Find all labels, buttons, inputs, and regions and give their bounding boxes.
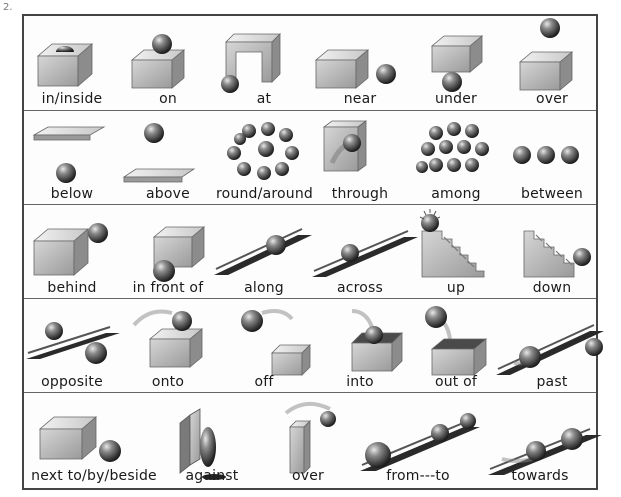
preposition-card-round-around: round/around [216, 111, 313, 205]
preposition-label: between [521, 186, 583, 202]
preposition-card-down: down [504, 205, 600, 299]
preposition-card-over: over [504, 16, 600, 110]
preposition-card-among: among [408, 111, 504, 205]
ball-towards-track-icon [488, 428, 602, 475]
ball-past-track-icon [496, 324, 604, 375]
preposition-card-along: along [214, 205, 312, 299]
preposition-card-at: at [216, 16, 312, 110]
preposition-label: among [431, 186, 481, 202]
ball-near-box-icon [314, 49, 396, 89]
ball-up-stairs-icon [419, 209, 485, 278]
ball-onto-box-icon [132, 309, 204, 368]
preposition-card-above: above [120, 111, 216, 205]
preposition-card-under: under [408, 16, 504, 110]
preposition-label: along [244, 280, 284, 296]
preposition-label: over [535, 91, 569, 107]
ball-from-to-track-icon [360, 413, 480, 471]
preposition-label: at [256, 91, 272, 107]
prepositions-chart: in/inside on at [22, 14, 604, 490]
preposition-row-1: in/inside on at [24, 16, 596, 110]
preposition-card-in-inside: in/inside [24, 16, 120, 110]
preposition-label: behind [47, 280, 97, 296]
balls-opposite-track-icon [26, 322, 120, 364]
preposition-label: under [434, 91, 477, 107]
preposition-row-4: opposite onto off [24, 298, 604, 393]
balls-in-circle-icon [227, 122, 299, 180]
preposition-card-off: off [216, 299, 312, 393]
preposition-card-past: past [496, 299, 604, 393]
preposition-card-between: between [504, 111, 600, 205]
preposition-card-into: into [312, 299, 408, 393]
preposition-label: round/around [216, 186, 313, 202]
preposition-label: against [185, 468, 239, 484]
preposition-label: across [336, 280, 384, 296]
ball-in-box-icon [36, 43, 94, 87]
ball-over-wall-icon [284, 401, 336, 474]
preposition-row-5: next to/by/beside against over [24, 392, 602, 487]
preposition-label: near [343, 91, 377, 107]
preposition-card-from-to: from---to [356, 393, 480, 487]
preposition-label: below [50, 186, 94, 202]
ball-below-plate-icon [32, 126, 106, 183]
preposition-label: out of [434, 374, 478, 390]
preposition-label: down [532, 280, 572, 296]
ball-behind-box-icon [32, 223, 108, 276]
ball-among-balls-icon [416, 122, 489, 173]
preposition-card-against: against [164, 393, 260, 487]
preposition-label: above [146, 186, 190, 202]
ball-across-track-icon [312, 230, 418, 277]
preposition-label: in front of [132, 280, 204, 296]
ball-on-box-icon [130, 34, 186, 89]
ball-through-box-icon [322, 120, 368, 172]
preposition-label: into [346, 374, 374, 390]
ball-in-front-of-box-icon [152, 226, 206, 282]
ball-between-balls-icon [513, 146, 579, 164]
preposition-label: opposite [41, 374, 103, 390]
preposition-card-up: up [408, 205, 504, 299]
preposition-label: through [331, 186, 389, 202]
ball-under-box-icon [430, 35, 484, 92]
preposition-card-next-to: next to/by/beside [24, 393, 164, 487]
preposition-card-over-wall: over [260, 393, 356, 487]
ball-over-box-icon [518, 18, 574, 91]
page-mark: 2. [3, 2, 13, 13]
ball-above-plate-icon [122, 123, 196, 183]
preposition-card-through: through [312, 111, 408, 205]
preposition-card-on: on [120, 16, 216, 110]
preposition-label: onto [151, 374, 185, 390]
ball-next-to-box-icon [38, 416, 121, 462]
preposition-row-2: below above round/aroun [24, 110, 596, 205]
ball-against-wall-icon [179, 408, 226, 480]
preposition-label: next to/by/beside [31, 468, 157, 484]
preposition-card-behind: behind [24, 205, 120, 299]
preposition-label: on [159, 91, 177, 107]
ball-at-arch-icon [221, 33, 281, 93]
ball-into-box-icon [351, 309, 403, 372]
preposition-card-across: across [312, 205, 418, 299]
preposition-label: off [254, 374, 274, 390]
ball-off-box-icon [241, 309, 311, 376]
preposition-label: in/inside [41, 91, 103, 107]
ball-along-track-icon [214, 228, 312, 275]
preposition-card-near: near [312, 16, 408, 110]
ball-out-of-box-icon [425, 306, 488, 376]
preposition-label: over [291, 468, 325, 484]
preposition-label: past [536, 374, 568, 390]
ball-down-stairs-icon [523, 230, 591, 278]
preposition-card-in-front-of: in front of [120, 205, 216, 299]
preposition-card-towards: towards [480, 393, 602, 487]
preposition-card-out-of: out of [408, 299, 504, 393]
preposition-row-3: behind in front of along [24, 204, 596, 299]
preposition-card-onto: onto [120, 299, 216, 393]
preposition-card-below: below [24, 111, 120, 205]
preposition-card-opposite: opposite [24, 299, 120, 393]
preposition-label: towards [511, 468, 569, 484]
preposition-label: from---to [386, 468, 450, 484]
preposition-label: up [446, 280, 466, 296]
